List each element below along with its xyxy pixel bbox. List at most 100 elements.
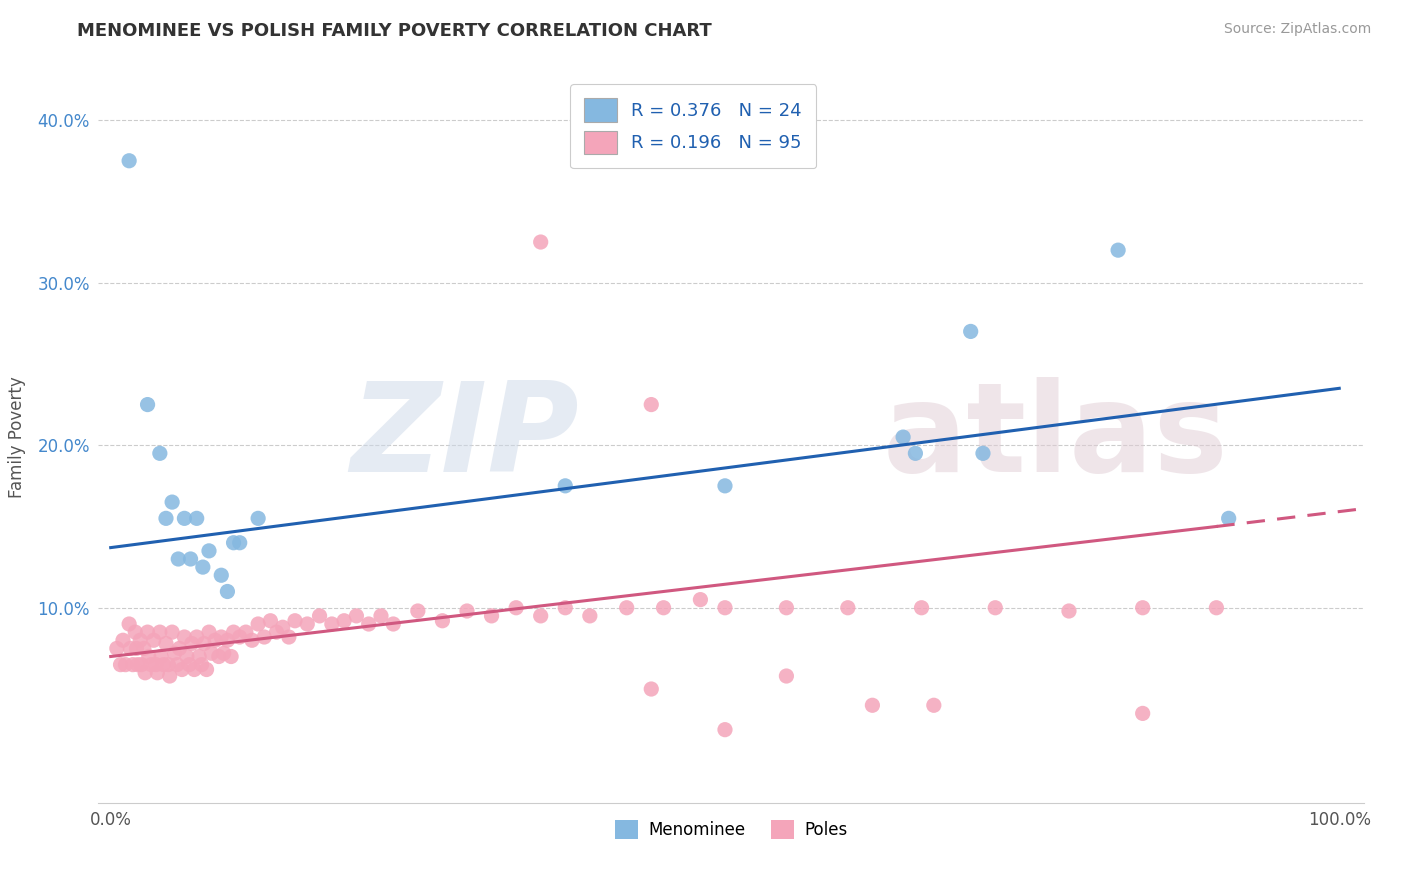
Point [179,657,201,672]
Point [1205,600,1227,615]
Point [357,617,380,632]
Point [157,657,180,672]
Point [689,592,711,607]
Point [150,649,173,664]
Point [222,535,245,549]
Point [333,614,356,628]
Point [1132,600,1154,615]
Point [891,430,914,444]
Point [775,600,797,615]
Point [217,633,239,648]
Point [198,625,221,640]
Point [110,657,132,672]
Point [321,617,343,632]
Point [266,625,288,640]
Point [121,657,143,672]
Point [714,723,737,737]
Point [208,649,231,664]
Point [166,657,188,672]
Point [837,600,859,615]
Point [209,568,232,582]
Point [155,511,177,525]
Text: atlas: atlas [883,376,1229,498]
Point [432,614,454,628]
Point [297,617,319,632]
Point [209,630,232,644]
Point [111,633,134,648]
Point [505,600,527,615]
Point [984,600,1007,615]
Point [180,636,202,650]
Point [169,641,191,656]
Point [247,617,270,632]
Point [145,657,167,672]
Point [136,398,159,412]
Point [180,552,202,566]
Point [138,649,160,664]
Point [530,608,553,623]
Point [579,608,602,623]
Point [155,636,177,650]
Point [183,663,205,677]
Point [173,511,195,525]
Point [120,641,142,656]
Point [228,535,250,549]
Point [188,649,211,664]
Point [152,657,174,672]
Point [554,600,576,615]
Point [640,398,662,412]
Point [959,325,981,339]
Point [160,495,183,509]
Point [149,446,172,460]
Point [775,669,797,683]
Point [714,600,737,615]
Point [1057,604,1080,618]
Point [167,552,190,566]
Point [212,646,235,660]
Point [904,446,927,460]
Point [910,600,932,615]
Legend: Menominee, Poles: Menominee, Poles [609,814,853,846]
Point [1107,243,1129,257]
Point [370,608,392,623]
Point [240,633,263,648]
Text: MENOMINEE VS POLISH FAMILY POVERTY CORRELATION CHART: MENOMINEE VS POLISH FAMILY POVERTY CORRE… [77,22,711,40]
Point [176,649,198,664]
Point [149,625,172,640]
Point [173,630,195,644]
Point [217,584,239,599]
Point [247,511,270,525]
Point [284,614,307,628]
Y-axis label: Family Poverty: Family Poverty [8,376,27,498]
Point [344,608,367,623]
Point [186,511,208,525]
Point [228,630,250,644]
Point [277,630,299,644]
Point [146,665,169,680]
Point [141,657,163,672]
Point [136,625,159,640]
Point [131,657,153,672]
Point [860,698,883,713]
Point [195,663,218,677]
Point [554,479,576,493]
Point [114,657,136,672]
Point [190,657,212,672]
Point [219,649,242,664]
Point [163,646,186,660]
Point [972,446,994,460]
Point [142,633,165,648]
Point [406,604,429,618]
Point [198,544,221,558]
Point [186,630,208,644]
Point [271,620,294,634]
Point [200,646,222,660]
Point [235,625,257,640]
Point [456,604,478,618]
Point [253,630,276,644]
Point [160,625,183,640]
Point [530,235,553,249]
Point [640,681,662,696]
Point [1218,511,1240,525]
Point [193,636,215,650]
